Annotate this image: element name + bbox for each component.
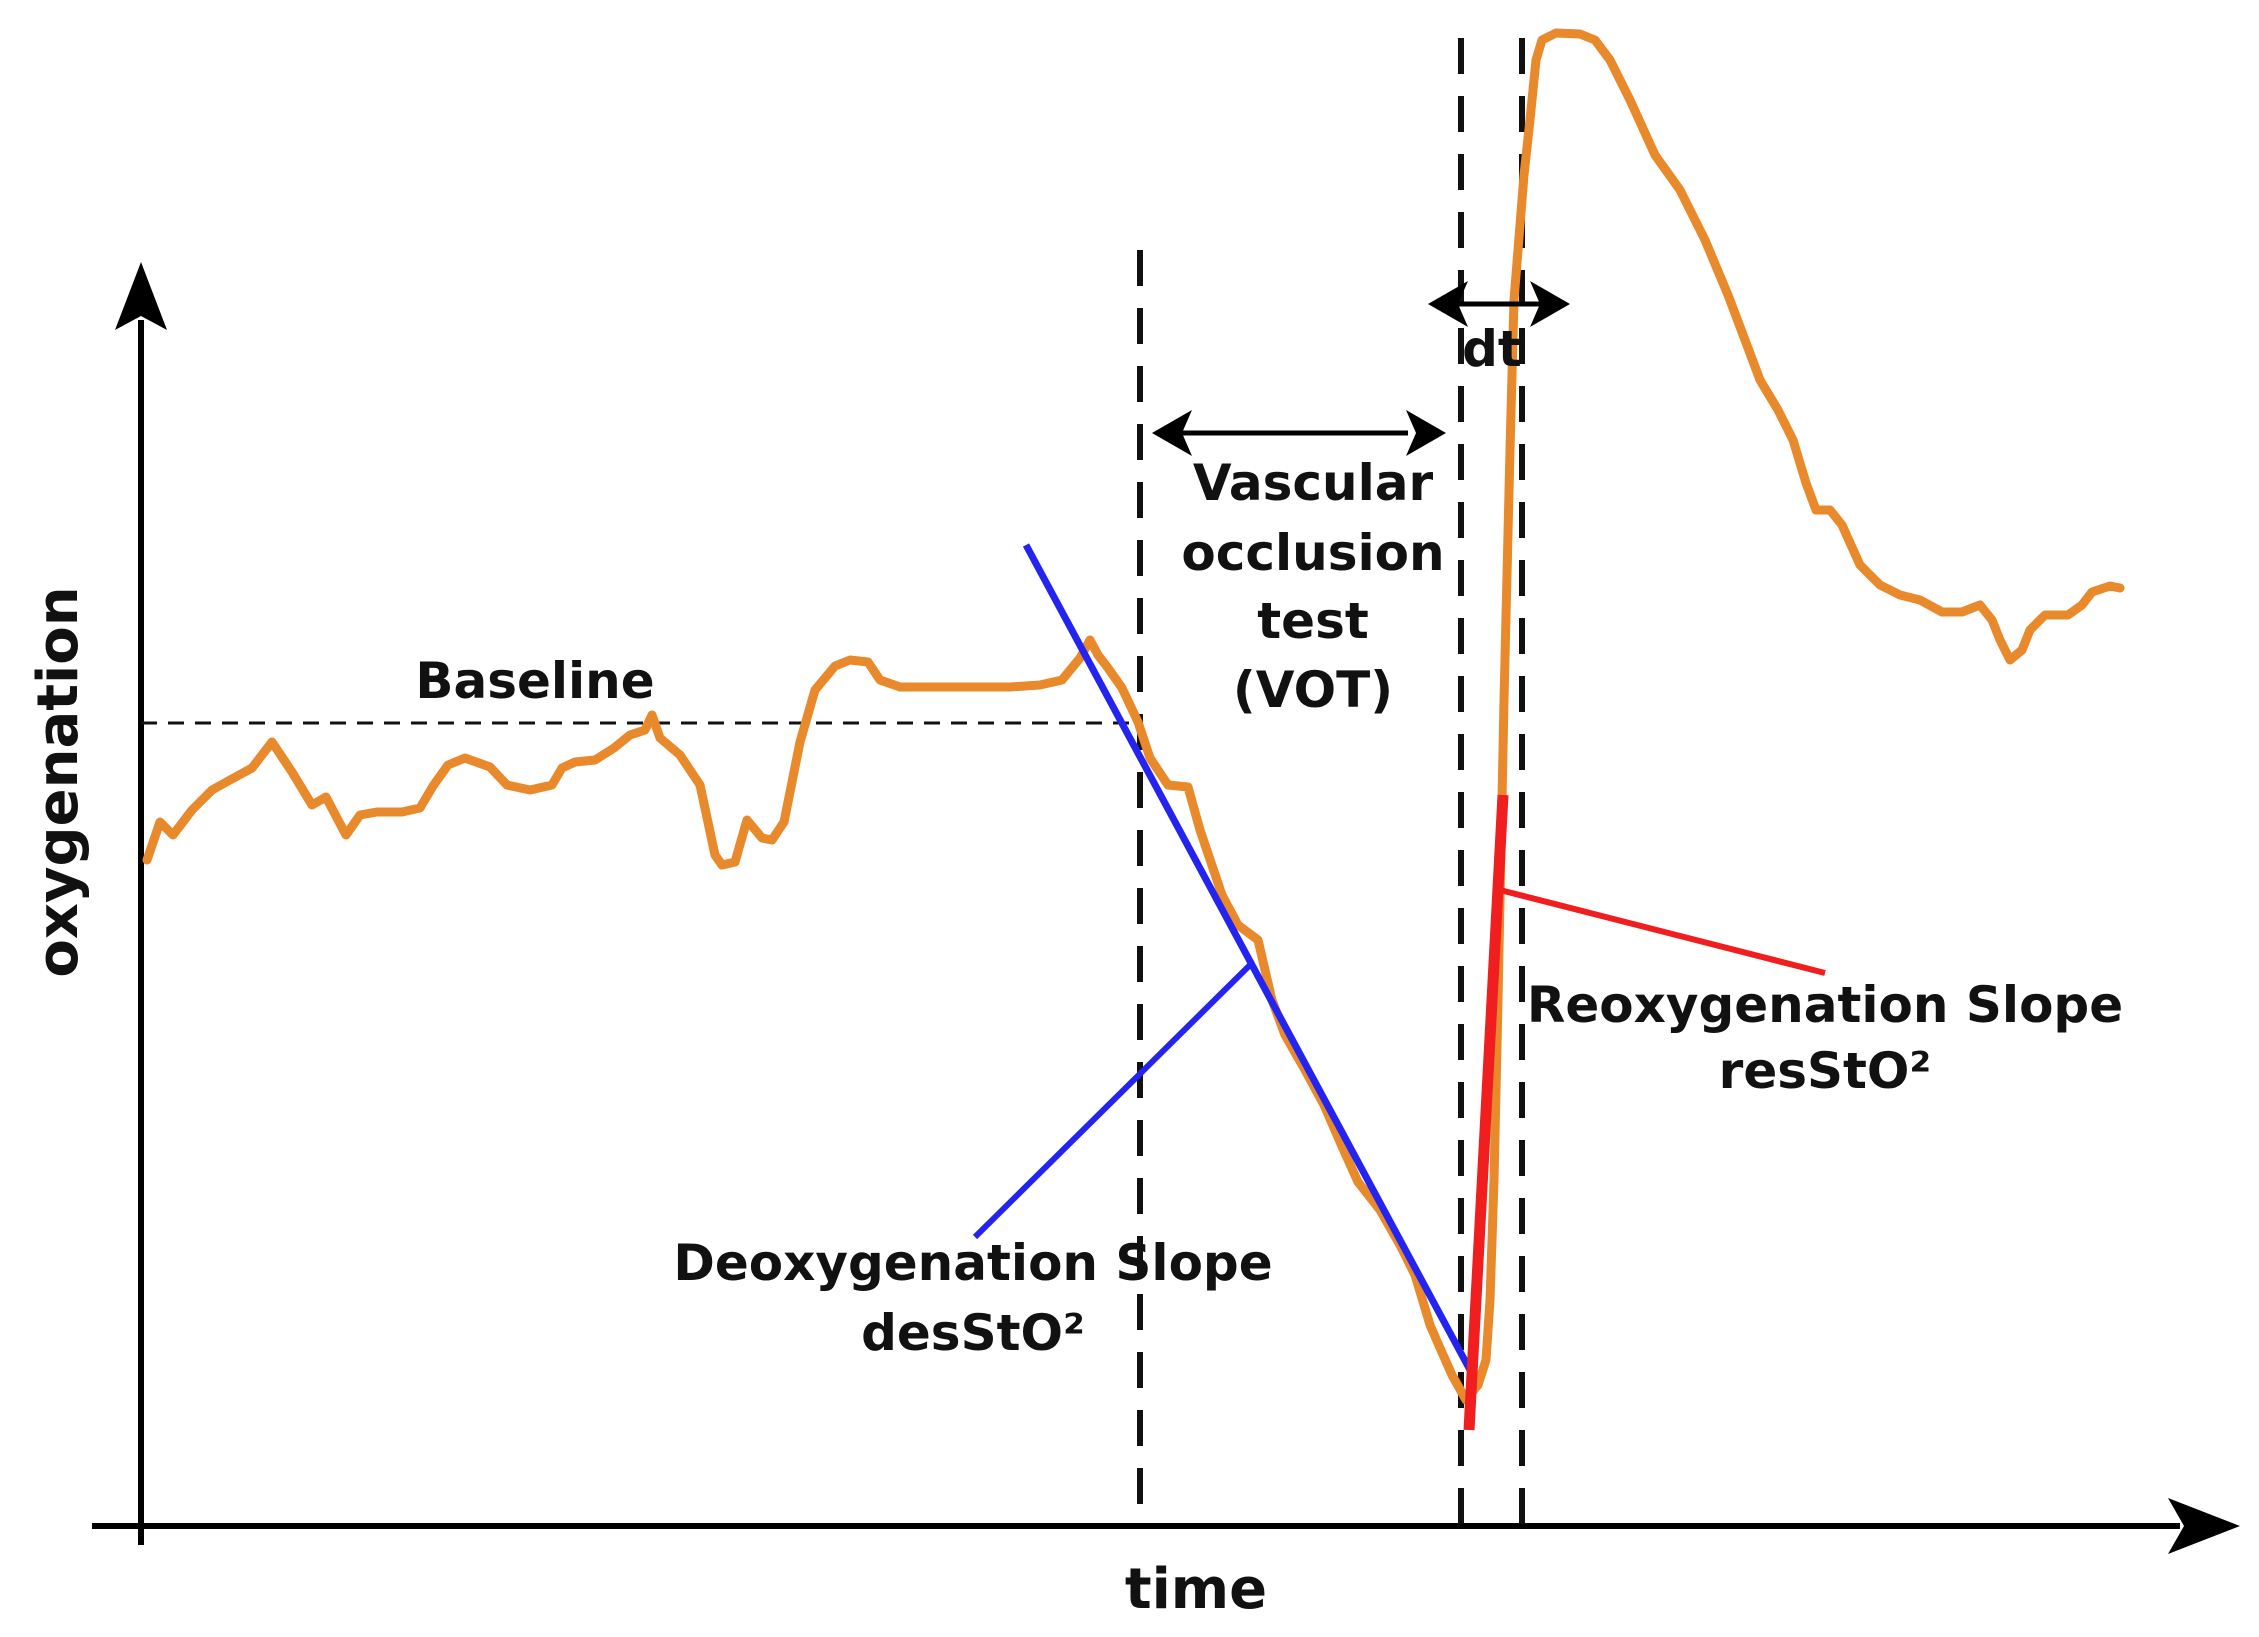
x-axis-label: time [1125, 1557, 1267, 1622]
y-axis-arrow-icon [115, 262, 167, 330]
y-axis-label: oxygenation [26, 586, 91, 977]
reoxygenation-leader [1499, 887, 1826, 976]
dt-duration-arrow [1428, 281, 1570, 327]
deoxygenation-title: Deoxygenation Slope [673, 1234, 1272, 1292]
reoxygenation-symbol: resStO² [1719, 1042, 1932, 1100]
x-axis-arrow-icon [2168, 1498, 2240, 1554]
arrow-left-icon [1152, 410, 1192, 456]
x-axis [92, 1498, 2240, 1554]
dt-label: dt [1462, 320, 1522, 378]
vot-label-line2: occlusion [1181, 524, 1444, 582]
arrow-right-icon [1406, 410, 1446, 456]
reoxygenation-title: Reoxygenation Slope [1527, 976, 2123, 1034]
vot-duration-arrow [1152, 410, 1446, 456]
vot-label-line1: Vascular [1193, 454, 1434, 512]
deoxygenation-leader [972, 962, 1253, 1240]
vot-label-line3: test [1257, 592, 1368, 650]
vot-label-line4: (VOT) [1233, 661, 1393, 719]
deoxygenation-symbol: desStO² [861, 1304, 1085, 1362]
oxygenation-curve [142, 28, 2125, 1405]
vot-markers [1137, 38, 1525, 1526]
reoxygenation-slope-line [1463, 794, 1509, 1431]
y-axis [115, 262, 167, 1545]
baseline-label: Baseline [415, 652, 654, 710]
deoxygenation-slope-line [1022, 543, 1474, 1372]
arrow-right-icon [1530, 281, 1570, 327]
arrow-left-icon [1428, 281, 1468, 327]
